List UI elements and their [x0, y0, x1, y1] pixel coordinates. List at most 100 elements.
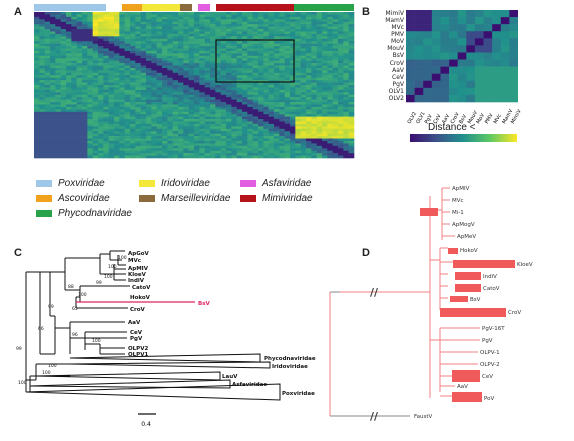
heatmap-cell: [146, 109, 152, 113]
heatmap-cell: [108, 121, 115, 125]
heatmap-cell: [311, 46, 317, 49]
heatmap-cell: [82, 16, 88, 20]
heatmap-cell: [226, 77, 232, 81]
heatmap-cell: [55, 14, 61, 18]
heatmap-cell: [311, 104, 317, 108]
heatmap-cell: [338, 150, 344, 154]
heatmap-cell: [135, 80, 141, 83]
heatmap-cell: [87, 75, 93, 78]
heatmap-b-cell: [483, 31, 493, 39]
heatmap-cell: [140, 104, 147, 108]
heatmap-cell: [332, 58, 339, 61]
heatmap-cell: [188, 131, 195, 134]
heatmap-cell: [156, 123, 163, 127]
heatmap-cell: [103, 131, 109, 134]
heatmap-cell: [39, 70, 45, 74]
heatmap-cell: [114, 60, 120, 64]
heatmap-b-cell: [492, 17, 502, 25]
heatmap-b-cell: [500, 17, 510, 25]
heatmap-cell: [124, 114, 131, 117]
heatmap-cell: [114, 148, 120, 151]
heatmap-cell: [188, 150, 195, 154]
heatmap-cell: [66, 109, 72, 113]
heatmap-cell: [274, 60, 280, 64]
heatmap-cell: [87, 82, 93, 86]
heatmap-cell: [135, 102, 141, 105]
heatmap-cell: [183, 131, 189, 134]
heatmap-cell: [98, 155, 104, 159]
heatmap-cell: [258, 26, 264, 30]
heatmap-cell: [87, 77, 93, 81]
heatmap-cell: [284, 114, 291, 117]
heatmap-cell: [55, 114, 61, 117]
heatmap-cell: [306, 50, 312, 54]
heatmap-cell: [231, 92, 237, 96]
heatmap-cell: [39, 55, 45, 59]
heatmap-cell: [60, 131, 67, 134]
heatmap-cell: [295, 116, 301, 120]
heatmap-cell: [39, 97, 45, 100]
heatmap-cell: [236, 24, 243, 27]
heatmap-b-cell: [492, 59, 502, 67]
heatmap-cell: [71, 24, 77, 27]
heatmap-cell: [167, 53, 173, 57]
heatmap-cell: [124, 29, 131, 32]
heatmap-cell: [44, 48, 51, 52]
heatmap-cell: [274, 29, 280, 32]
heatmap-cell: [220, 58, 227, 61]
heatmap-cell: [220, 72, 227, 76]
heatmap-cell: [178, 92, 184, 96]
heatmap-cell: [316, 94, 323, 98]
heatmap-cell: [87, 128, 93, 132]
heatmap-cell: [103, 92, 109, 96]
heatmap-a: [34, 4, 355, 159]
tree-c-taxa: ApGoV MVc ApMIV KloeV IndiV CatoV HokoV …: [128, 251, 316, 397]
heatmap-cell: [226, 126, 232, 130]
heatmap-cell: [338, 143, 344, 147]
heatmap-cell: [295, 82, 301, 86]
heatmap-cell: [242, 46, 248, 49]
heatmap-cell: [236, 82, 243, 86]
heatmap-cell: [162, 14, 168, 18]
heatmap-b-cell: [483, 80, 493, 89]
heatmap-cell: [98, 21, 104, 25]
heatmap-cell: [226, 53, 232, 57]
heatmap-cell: [151, 82, 157, 86]
heatmap-cell: [108, 48, 115, 52]
heatmap-cell: [284, 111, 291, 115]
heatmap-cell: [151, 92, 157, 96]
heatmap-cell: [231, 65, 237, 69]
heatmap-cell: [274, 111, 280, 115]
heatmap-cell: [103, 55, 109, 59]
heatmap-cell: [194, 75, 200, 78]
heatmap-cell: [300, 77, 307, 81]
heatmap-cell: [263, 14, 269, 18]
heatmap-cell: [220, 41, 227, 44]
heatmap-b-cell: [509, 24, 518, 32]
heatmap-cell: [124, 89, 131, 93]
heatmap-cell: [178, 60, 184, 64]
heatmap-cell: [39, 104, 45, 108]
heatmap-cell: [87, 80, 93, 83]
heatmap-cell: [50, 16, 56, 20]
heatmap-cell: [343, 136, 349, 139]
heatmap-cell: [194, 50, 200, 54]
heatmap-cell: [290, 21, 296, 25]
heatmap-cell: [274, 143, 280, 147]
heatmap-cell: [199, 126, 205, 130]
heatmap-cell: [44, 87, 51, 91]
heatmap-b-cell: [423, 80, 433, 89]
heatmap-cell: [140, 102, 147, 105]
heatmap-cell: [76, 43, 83, 47]
heatmap-cell: [44, 38, 51, 42]
heatmap-cell: [114, 145, 120, 149]
heatmap-cell: [327, 153, 333, 156]
taxon-label: IndiV: [128, 278, 145, 284]
heatmap-cell: [98, 136, 104, 139]
heatmap-b-cell: [483, 24, 493, 32]
heatmap-cell: [295, 21, 301, 25]
heatmap-cell: [220, 24, 227, 27]
heatmap-cell: [263, 126, 269, 130]
heatmap-cell: [44, 153, 51, 156]
heatmap-cell: [178, 48, 184, 52]
